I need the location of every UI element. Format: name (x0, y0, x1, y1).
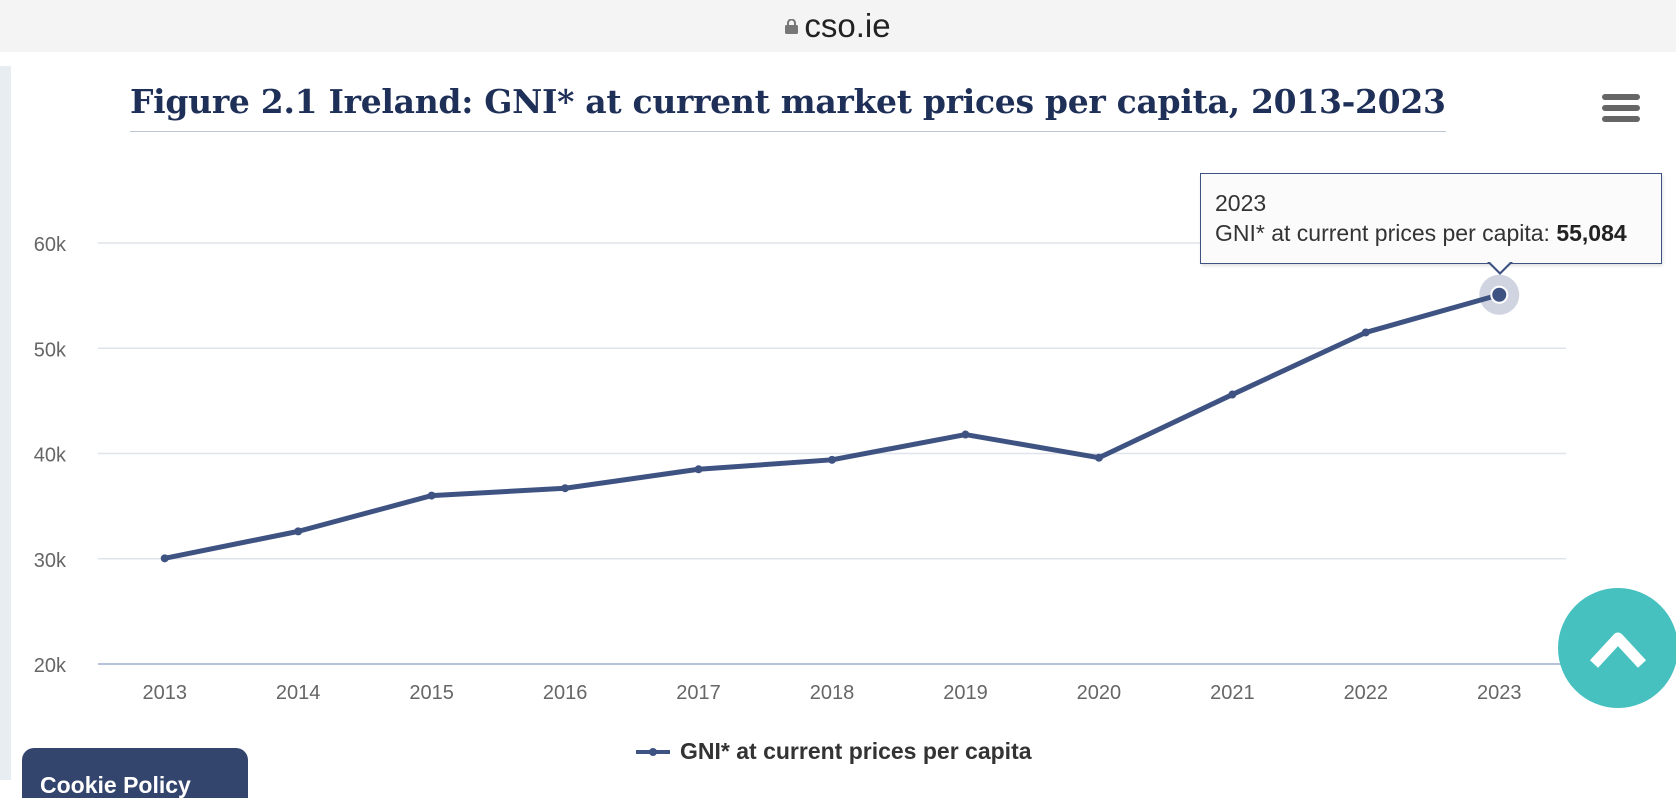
legend-line-symbol-icon (636, 747, 670, 756)
data-point[interactable] (1228, 390, 1237, 399)
series-line (162, 292, 1502, 561)
y-tick-label: 30k (34, 550, 67, 572)
data-point[interactable] (828, 455, 836, 464)
x-tick-label: 2021 (1210, 682, 1255, 704)
series-gni-per-capita (160, 274, 1520, 563)
page-left-border (0, 66, 11, 780)
data-point[interactable] (1361, 328, 1370, 337)
data-point[interactable] (561, 484, 570, 493)
x-tick-label: 2017 (676, 682, 721, 704)
data-point[interactable] (160, 554, 169, 563)
chart-legend-item[interactable]: GNI* at current prices per capita (636, 738, 1032, 765)
data-point-highlighted[interactable] (1490, 285, 1509, 304)
x-tick-label: 2014 (276, 682, 321, 704)
url-display[interactable]: cso.ie (785, 7, 891, 45)
data-tooltip: 2023 GNI* at current prices per capita: … (1200, 173, 1662, 264)
x-tick-label: 2013 (142, 682, 187, 704)
hamburger-menu-icon[interactable] (1602, 94, 1640, 126)
x-tick-label: 2020 (1077, 682, 1122, 704)
tooltip-year: 2023 (1215, 190, 1267, 216)
x-axis-labels: 2013 2014 2015 2016 2017 2018 2019 2020 2021 2022… (142, 682, 1521, 704)
legend-label: GNI* at current prices per capita (680, 738, 1032, 764)
tooltip-line: GNI* at current prices per capita: 55,08… (1215, 218, 1647, 248)
x-tick-label: 2023 (1477, 682, 1522, 704)
x-tick-label: 2015 (409, 682, 454, 704)
tooltip-arrow-fill (1489, 261, 1511, 272)
line-chart: 20k 30k 40k 50k 60k 2013 2014 2015 2016 2017 2018… (34, 234, 1566, 704)
scroll-to-top-button[interactable] (1558, 588, 1676, 708)
x-tick-label: 2019 (943, 682, 988, 704)
chevron-up-icon (1589, 632, 1647, 668)
cookie-policy-button[interactable]: Cookie Policy (22, 748, 248, 798)
grid-lines (98, 242, 1566, 665)
chart-title: Figure 2.1 Ireland: GNI* at current mark… (130, 82, 1446, 132)
data-point[interactable] (961, 430, 970, 439)
data-point[interactable] (427, 491, 436, 500)
tooltip-value: 55,084 (1556, 220, 1627, 246)
lock-icon (785, 18, 799, 34)
y-tick-label: 20k (34, 655, 67, 677)
x-tick-label: 2016 (543, 682, 588, 704)
y-tick-label: 40k (34, 445, 67, 467)
x-tick-label: 2022 (1344, 682, 1389, 704)
data-point[interactable] (294, 527, 303, 536)
x-tick-label: 2018 (810, 682, 855, 704)
y-axis-labels: 20k 30k 40k 50k 60k (34, 234, 67, 677)
data-point[interactable] (1094, 453, 1103, 462)
browser-url-bar[interactable]: cso.ie (0, 0, 1676, 52)
tooltip-label: GNI* at current prices per capita: (1215, 220, 1550, 246)
data-point[interactable] (694, 465, 703, 474)
url-text: cso.ie (804, 7, 891, 44)
y-tick-label: 50k (34, 339, 67, 361)
y-tick-label: 60k (34, 234, 67, 256)
